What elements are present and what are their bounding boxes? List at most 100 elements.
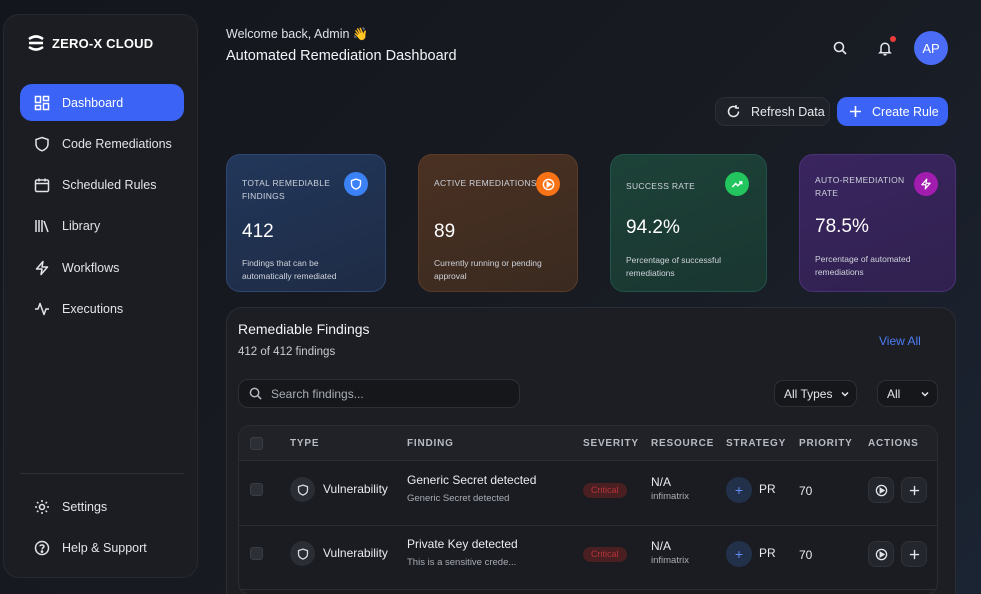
create-label: Create Rule [872,104,939,119]
card-value: 89 [434,221,456,242]
card-value: 94.2% [626,217,680,238]
finding-description: This is a sensitive crede... [407,557,517,568]
run-remediation-button[interactable] [868,541,894,567]
sidebar-item-library[interactable]: Library [20,208,184,245]
column-header-actions: ACTIONS [868,438,919,449]
gear-icon [35,499,49,514]
view-all-link[interactable]: View All [879,334,921,348]
run-remediation-button[interactable] [868,477,894,503]
column-header-type[interactable]: TYPE [290,438,320,449]
dashboard-icon [34,95,50,110]
card-subtitle: Currently running or pending approval [434,258,542,281]
resource-name: N/A [651,539,672,553]
findings-count: 412 of 412 findings [238,346,336,358]
finding-type: Vulnerability [323,482,388,496]
strategy-plus-icon[interactable]: + [726,541,752,567]
create-rule-button[interactable]: Create Rule [837,97,948,126]
sidebar-item-scheduled-rules[interactable]: Scheduled Rules [20,167,184,204]
sidebar-item-dashboard[interactable]: Dashboard [20,84,184,121]
table-row[interactable]: Vulnerability Private Key detected This … [239,526,937,590]
card-label: AUTO-REMEDIATION RATE [815,175,905,198]
sidebar-item-label: Library [62,219,101,234]
stat-card-total-remediable: TOTAL REMEDIABLE FINDINGS 412 Findings t… [226,154,386,292]
severity-badge: Critical [583,483,627,498]
app-name: ZERO-X CLOUD [52,35,154,51]
shield-icon [290,541,315,566]
plus-icon [909,549,919,559]
sidebar-item-executions[interactable]: Executions [20,290,184,327]
avatar[interactable]: AP [914,31,948,65]
play-icon [875,484,887,496]
finding-title[interactable]: Private Key detected [407,537,518,551]
help-icon [34,540,50,556]
column-header-priority[interactable]: PRIORITY [799,438,853,449]
stat-card-active-remediations: ACTIVE REMEDIATIONS 89 Currently running… [418,154,578,292]
calendar-icon [34,178,50,193]
card-label: ACTIVE REMEDIATIONS [434,178,537,188]
add-rule-button[interactable] [901,477,927,503]
severity-badge: Critical [583,547,627,562]
sidebar-item-settings[interactable]: Settings [20,488,184,525]
card-subtitle: Percentage of automated remediations [815,254,911,277]
finding-description: Generic Secret detected [407,493,510,504]
bell-icon [878,41,892,56]
findings-table: TYPE FINDING SEVERITY RESOURCE STRATEGY … [238,425,938,594]
add-rule-button[interactable] [901,541,927,567]
sidebar-item-code-remediations[interactable]: Code Remediations [20,125,184,162]
table-header: TYPE FINDING SEVERITY RESOURCE STRATEGY … [239,426,937,461]
search-findings-input[interactable] [271,386,501,401]
resource-sub: infimatrix [651,555,690,566]
card-label: SUCCESS RATE [626,181,696,191]
search-icon [833,41,847,55]
sidebar-item-label: Workflows [62,260,120,275]
table-row[interactable]: Vulnerability Generic Secret detected Ge… [239,462,937,526]
severity-filter-select[interactable]: All [877,380,938,407]
type-filter-value: All Types [784,386,833,401]
type-filter-select[interactable]: All Types [774,380,857,407]
refresh-label: Refresh Data [751,104,825,119]
plus-icon [909,485,919,495]
column-header-severity[interactable]: SEVERITY [583,438,639,449]
bolt-icon [914,172,938,196]
column-header-resource[interactable]: RESOURCE [651,438,715,449]
priority-value: 70 [799,484,813,498]
strategy-plus-icon[interactable]: + [726,477,752,503]
notifications-button[interactable] [875,38,895,58]
stat-card-success-rate: SUCCESS RATE 94.2% Percentage of success… [610,154,767,292]
sidebar-nav: Dashboard Code Remediations Scheduled Ru… [20,84,184,332]
bolt-icon [35,260,49,275]
sidebar-bottom-nav: Settings Help & Support [20,488,184,571]
card-subtitle: Findings that can be automatically remed… [242,258,337,281]
select-all-checkbox[interactable] [250,437,263,450]
stat-card-auto-remediation-rate: AUTO-REMEDIATION RATE 78.5% Percentage o… [799,154,956,292]
strategy-label: PR [759,546,776,560]
finding-title[interactable]: Generic Secret detected [407,473,537,487]
sidebar-item-label: Settings [62,499,108,514]
search-icon [249,387,262,400]
page-title: Automated Remediation Dashboard [226,48,457,64]
row-checkbox[interactable] [250,483,263,496]
row-checkbox[interactable] [250,547,263,560]
refresh-icon [727,105,740,118]
shield-icon [290,477,315,502]
plus-icon [850,106,861,117]
column-header-strategy[interactable]: STRATEGY [726,438,787,449]
card-value: 412 [242,221,274,242]
sidebar-item-label: Executions [62,301,124,316]
chevron-down-icon [841,391,849,397]
sidebar-item-label: Scheduled Rules [62,178,157,193]
refresh-data-button[interactable]: Refresh Data [715,97,830,126]
sidebar-item-help[interactable]: Help & Support [20,529,184,566]
sidebar-item-workflows[interactable]: Workflows [20,249,184,286]
card-value: 78.5% [815,216,869,237]
shield-icon [35,136,49,152]
severity-filter-value: All [887,386,901,401]
search-button[interactable] [830,38,850,58]
play-icon [536,172,560,196]
sidebar-item-label: Help & Support [62,540,147,555]
findings-title: Remediable Findings [238,321,370,337]
column-header-finding[interactable]: FINDING [407,438,454,449]
sidebar: ZERO-X CLOUD Dashboard Code Remediations… [3,14,198,578]
play-icon [875,548,887,560]
app-logo[interactable]: ZERO-X CLOUD [26,33,153,53]
